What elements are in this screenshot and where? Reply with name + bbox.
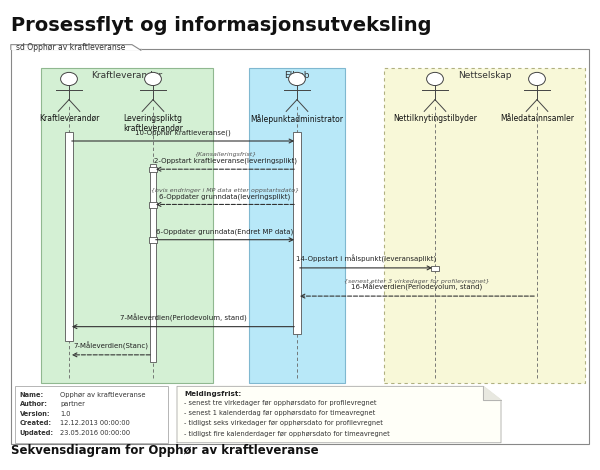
Text: Created:: Created: (20, 420, 52, 426)
Text: partner: partner (60, 401, 85, 407)
Circle shape (289, 72, 305, 86)
Text: 7-Måleverdien(Periodevolum, stand): 7-Måleverdien(Periodevolum, stand) (119, 314, 247, 322)
Bar (249, 68, 345, 383)
Text: - tidligst seks virkedager før opphørsdato for profilevregnet: - tidligst seks virkedager før opphørsda… (184, 420, 383, 426)
Polygon shape (483, 386, 501, 400)
Text: Meldingsfrist:: Meldingsfrist: (184, 391, 241, 397)
Text: Updated:: Updated: (20, 430, 54, 436)
Text: sd Opphør av kraftleveranse: sd Opphør av kraftleveranse (16, 42, 125, 52)
Text: Målepunktadministrator: Målepunktadministrator (251, 114, 343, 124)
Text: 12.12.2013 00:00:00: 12.12.2013 00:00:00 (60, 420, 130, 426)
Text: - tidligst fire kalenderdager før opphørsdato for timeavregnet: - tidligst fire kalenderdager før opphør… (184, 431, 390, 437)
Bar (384, 68, 585, 383)
Bar (15, 386, 168, 443)
Text: - senest 1 kalenderdag før opphørsdato for timeavregnet: - senest 1 kalenderdag før opphørsdato f… (184, 410, 376, 416)
Text: - senest tre virkedager før opphørsdato for profilevregnet: - senest tre virkedager før opphørsdato … (184, 400, 377, 406)
Text: 2-Oppstart kraftleveranse(leveringsplikt): 2-Oppstart kraftleveranse(leveringsplikt… (154, 158, 296, 164)
Bar (11, 49, 589, 444)
Circle shape (61, 72, 77, 86)
Bar (431, 266, 439, 271)
Text: Prosessflyt og informasjonsutveksling: Prosessflyt og informasjonsutveksling (11, 16, 431, 35)
Polygon shape (11, 45, 141, 50)
Bar (41, 68, 213, 383)
Bar (149, 237, 157, 243)
Text: {Kansalleringsfrist}: {Kansalleringsfrist} (194, 152, 256, 157)
Text: 10-Opphør kraftleveranse(): 10-Opphør kraftleveranse() (135, 130, 231, 136)
Text: {senest etter 3 virkedager for profilevregnet}: {senest etter 3 virkedager for profilevr… (344, 279, 490, 284)
Text: Kraftleverandør: Kraftleverandør (39, 114, 99, 123)
Text: Nettilknytingstilbyder: Nettilknytingstilbyder (393, 114, 477, 123)
Text: {hvis endringer i MP data etter oppstartsdato}: {hvis endringer i MP data etter oppstart… (151, 188, 299, 193)
Text: Elhub: Elhub (284, 70, 310, 79)
Text: Sekvensdiagram for Opphør av kraftleveranse: Sekvensdiagram for Opphør av kraftlevera… (11, 444, 319, 457)
Text: 6-Oppdater grunndata(Endret MP data): 6-Oppdater grunndata(Endret MP data) (157, 228, 293, 235)
Circle shape (529, 72, 545, 86)
Circle shape (427, 72, 443, 86)
Bar (293, 132, 301, 334)
Polygon shape (177, 386, 501, 443)
Text: Author:: Author: (20, 401, 48, 407)
Text: 14-Oppstart i målspunkt(leveransaplikt): 14-Oppstart i målspunkt(leveransaplikt) (296, 255, 436, 263)
Text: Kraftleverandør: Kraftleverandør (91, 70, 163, 79)
Text: Leveringspliktg
kraftleverandør: Leveringspliktg kraftleverandør (123, 114, 183, 133)
Text: Måledatainnsamler: Måledatainnsamler (500, 114, 574, 123)
Text: Version:: Version: (20, 411, 50, 417)
Text: 7-Måleverdien(Stanc): 7-Måleverdien(Stanc) (74, 342, 149, 350)
Text: 1.0: 1.0 (60, 411, 71, 417)
Circle shape (145, 72, 161, 86)
Text: Opphør av kraftleveranse: Opphør av kraftleveranse (60, 392, 146, 398)
Text: 16-Måleverdien(Periodevolum, stand): 16-Måleverdien(Periodevolum, stand) (352, 283, 482, 291)
Bar (149, 167, 157, 172)
Bar (150, 164, 156, 362)
Text: 23.05.2016 00:00:00: 23.05.2016 00:00:00 (60, 430, 130, 436)
Bar (65, 132, 73, 341)
Text: Name:: Name: (20, 392, 44, 398)
Bar (149, 202, 157, 208)
Text: Nettselskap: Nettselskap (458, 70, 511, 79)
Text: 6-Oppdater grunndata(leveringsplikt): 6-Oppdater grunndata(leveringsplikt) (160, 193, 290, 200)
